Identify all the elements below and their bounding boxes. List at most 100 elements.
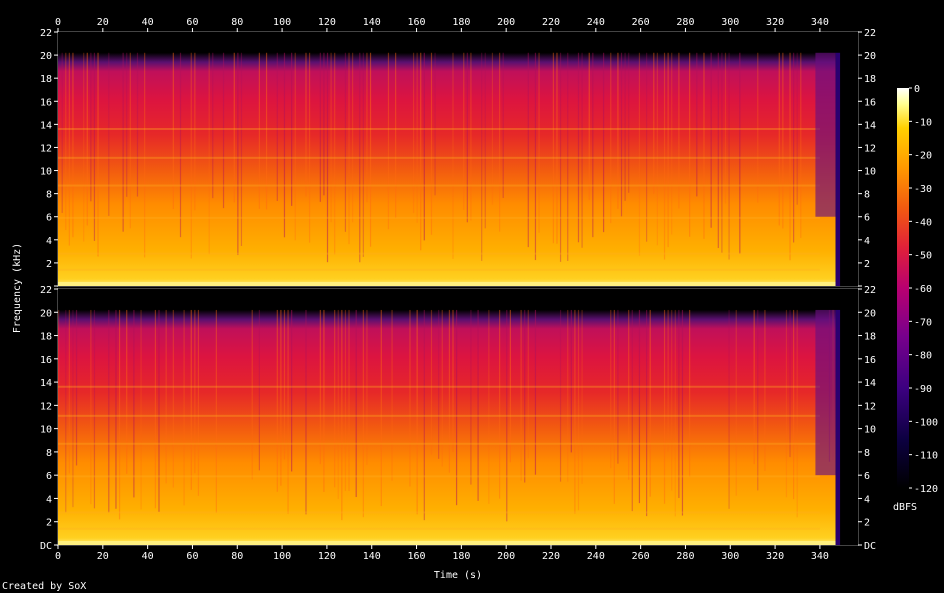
y-tick-label-right: 20 bbox=[864, 308, 876, 319]
y-tick-label-right: 20 bbox=[864, 51, 876, 62]
x-tick-label-bottom: 140 bbox=[363, 551, 381, 562]
x-tick-label-bottom: 340 bbox=[811, 551, 829, 562]
y-tick-label-left: 22 bbox=[40, 28, 52, 39]
y-tick-label-left: 4 bbox=[46, 236, 52, 247]
colorbar-tick-label: -30 bbox=[914, 184, 932, 195]
spectrogram-panels bbox=[57, 31, 859, 546]
colorbar-tick-label: -100 bbox=[914, 417, 938, 428]
y-tick-label-right: 10 bbox=[864, 167, 876, 178]
y-tick-label-right: 14 bbox=[864, 378, 876, 389]
panel-frame bbox=[57, 288, 859, 546]
y-tick-label-left: 20 bbox=[40, 51, 52, 62]
y-tick-label-right: 2 bbox=[864, 259, 870, 270]
quiet-region bbox=[815, 52, 836, 217]
y-tick-label-left: 12 bbox=[40, 401, 52, 412]
colorbar-gradient bbox=[897, 88, 909, 488]
harmonic-band bbox=[58, 527, 820, 530]
x-tick-label-bottom: 200 bbox=[497, 551, 515, 562]
x-tick-label-top: 20 bbox=[97, 17, 109, 28]
x-tick-label-bottom: 20 bbox=[97, 551, 109, 562]
y-tick-label-right: 14 bbox=[864, 120, 876, 131]
x-tick-label-bottom: 220 bbox=[542, 551, 560, 562]
x-tick-label-top: 340 bbox=[811, 17, 829, 28]
y-axis-label: Frequency (kHz) bbox=[12, 243, 23, 333]
y-tick-label-left: 8 bbox=[46, 448, 52, 459]
y-tick-label-right: 22 bbox=[864, 285, 876, 296]
x-tick-label-top: 80 bbox=[231, 17, 243, 28]
x-tick-label-bottom: 300 bbox=[721, 551, 739, 562]
x-tick-label-bottom: 260 bbox=[632, 551, 650, 562]
credit-text: Created by SoX bbox=[2, 581, 87, 592]
x-tick-label-top: 40 bbox=[142, 17, 154, 28]
x-tick-label-top: 140 bbox=[363, 17, 381, 28]
harmonic-band bbox=[58, 252, 820, 255]
x-tick-label-bottom: 60 bbox=[186, 551, 198, 562]
x-tick-label-bottom: 120 bbox=[318, 551, 336, 562]
x-tick-label-top: 180 bbox=[452, 17, 470, 28]
x-axis-label: Time (s) bbox=[434, 570, 482, 581]
colorbar-tick-label: 0 bbox=[914, 84, 920, 95]
y-tick-label-right: 18 bbox=[864, 332, 876, 343]
y-tick-label-left: 14 bbox=[40, 120, 52, 131]
y-tick-label-left: 10 bbox=[40, 167, 52, 178]
colorbar-tick-label: -20 bbox=[914, 151, 932, 162]
low-frequency-floor bbox=[58, 541, 836, 545]
x-tick-label-bottom: 80 bbox=[231, 551, 243, 562]
colorbar-tick-label: -120 bbox=[914, 484, 938, 495]
harmonic-band bbox=[58, 184, 820, 187]
low-frequency-floor bbox=[58, 282, 836, 286]
y-tick-label-left: DC bbox=[40, 541, 52, 552]
y-tick-label-right: 18 bbox=[864, 74, 876, 85]
colorbar-tick-label: -110 bbox=[914, 451, 938, 462]
y-tick-label-left: 2 bbox=[46, 518, 52, 529]
fade-tail bbox=[835, 52, 841, 287]
y-tick-label-right: 2 bbox=[864, 518, 870, 529]
y-tick-label-left: 12 bbox=[40, 143, 52, 154]
fade-tail bbox=[835, 309, 841, 545]
y-tick-label-right: 8 bbox=[864, 448, 870, 459]
y-tick-label-left: 10 bbox=[40, 425, 52, 436]
y-tick-label-left: 22 bbox=[40, 285, 52, 296]
y-tick-label-left: 18 bbox=[40, 332, 52, 343]
y-tick-label-left: 8 bbox=[46, 190, 52, 201]
y-tick-label-right: 22 bbox=[864, 28, 876, 39]
y-tick-label-left: 6 bbox=[46, 213, 52, 224]
x-tick-label-top: 220 bbox=[542, 17, 560, 28]
harmonic-band bbox=[58, 127, 820, 130]
colorbar-tick-label: -10 bbox=[914, 117, 932, 128]
x-tick-label-top: 0 bbox=[55, 17, 61, 28]
y-tick-label-right: 10 bbox=[864, 425, 876, 436]
colorbar-tick-label: -80 bbox=[914, 351, 932, 362]
harmonic-band bbox=[58, 216, 820, 219]
y-tick-label-left: 16 bbox=[40, 97, 52, 108]
x-tick-label-bottom: 320 bbox=[766, 551, 784, 562]
y-tick-label-right: 16 bbox=[864, 97, 876, 108]
y-tick-label-right: 6 bbox=[864, 471, 870, 482]
colorbar-tick-label: -50 bbox=[914, 251, 932, 262]
spectral-energy bbox=[58, 309, 836, 545]
x-tick-label-bottom: 180 bbox=[452, 551, 470, 562]
harmonic-band bbox=[58, 385, 820, 388]
harmonic-band bbox=[58, 414, 820, 417]
harmonic-band bbox=[58, 511, 820, 514]
x-tick-label-bottom: 280 bbox=[676, 551, 694, 562]
y-tick-label-right: 12 bbox=[864, 401, 876, 412]
y-tick-label-right: 6 bbox=[864, 213, 870, 224]
channel-2-spectrogram bbox=[57, 288, 859, 546]
harmonic-band bbox=[58, 475, 820, 478]
y-tick-label-right: 8 bbox=[864, 190, 870, 201]
y-tick-label-left: 4 bbox=[46, 494, 52, 505]
spectral-energy bbox=[58, 52, 836, 287]
x-tick-label-top: 240 bbox=[587, 17, 605, 28]
x-tick-label-top: 160 bbox=[408, 17, 426, 28]
x-tick-label-bottom: 100 bbox=[273, 551, 291, 562]
x-tick-label-bottom: 40 bbox=[142, 551, 154, 562]
x-tick-label-top: 320 bbox=[766, 17, 784, 28]
x-tick-label-top: 120 bbox=[318, 17, 336, 28]
x-tick-label-top: 280 bbox=[676, 17, 694, 28]
y-tick-label-right: DC bbox=[864, 541, 876, 552]
y-tick-label-left: 18 bbox=[40, 74, 52, 85]
x-tick-label-top: 300 bbox=[721, 17, 739, 28]
x-tick-label-top: 260 bbox=[632, 17, 650, 28]
